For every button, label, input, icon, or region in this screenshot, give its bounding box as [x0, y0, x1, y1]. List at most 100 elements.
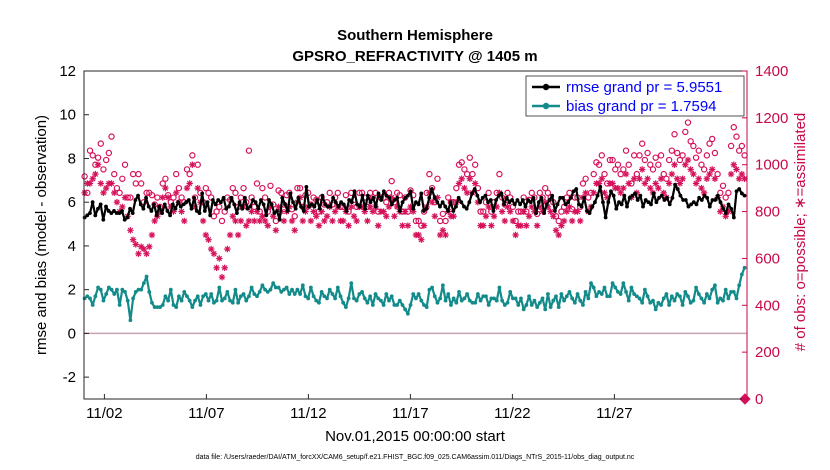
rmse-point	[232, 202, 237, 207]
bias-point	[642, 287, 647, 292]
obs-assimilated-marker	[288, 217, 296, 225]
rmse-point	[654, 200, 659, 205]
obs-assimilated-marker	[550, 213, 557, 220]
rmse-point	[269, 202, 274, 207]
bias-point	[152, 305, 157, 310]
rmse-point	[253, 200, 258, 205]
bias-point	[702, 300, 707, 305]
bias-point	[667, 303, 672, 307]
obs-possible-marker	[528, 189, 535, 197]
x-tick-label: 11/17	[392, 405, 428, 422]
obs-assimilated-marker	[555, 231, 562, 239]
obs-possible-marker	[477, 208, 484, 215]
rmse-point	[243, 195, 247, 200]
bias-point	[521, 307, 526, 312]
rmse-point	[496, 193, 501, 198]
rmse-point	[486, 200, 490, 205]
obs-possible-marker	[121, 161, 129, 168]
rmse-point	[595, 193, 600, 198]
bias-point	[699, 296, 704, 301]
rmse-point	[507, 200, 512, 205]
bias-point	[255, 294, 259, 299]
obs-possible-marker	[253, 180, 261, 187]
rmse-point	[200, 191, 205, 196]
rmse-point	[699, 198, 704, 202]
obs-possible-marker	[644, 149, 651, 157]
obs-possible-marker	[579, 180, 587, 187]
rmse-point	[202, 209, 207, 213]
obs-assimilated-marker	[684, 156, 692, 164]
obs-assimilated-marker	[313, 213, 320, 220]
obs-possible-marker	[485, 189, 492, 197]
obs-possible-marker	[544, 189, 552, 197]
obs-assimilated-marker	[463, 189, 471, 197]
bias-point	[101, 298, 106, 303]
bias-point	[136, 287, 141, 292]
obs-assimilated-marker	[682, 161, 689, 168]
obs-possible-marker	[189, 152, 196, 159]
bias-point	[249, 285, 254, 290]
bias-point	[174, 305, 179, 310]
bias-point	[694, 285, 698, 290]
rmse-point	[464, 206, 469, 211]
bias-point	[268, 287, 273, 292]
obs-assimilated-marker	[428, 199, 436, 206]
rmse-point	[301, 209, 306, 213]
obs-assimilated-marker	[431, 213, 438, 220]
bias-point	[163, 294, 168, 299]
bias-point	[478, 298, 483, 303]
rmse-point	[523, 204, 528, 209]
bias-point	[384, 292, 389, 296]
x-tick-label: 11/27	[596, 405, 632, 422]
bias-point	[613, 285, 618, 290]
obs-assimilated-marker	[183, 184, 191, 192]
rmse-point	[675, 187, 680, 191]
obs-possible-marker	[356, 189, 363, 197]
bias-point	[295, 287, 300, 292]
obs-possible-marker	[100, 166, 107, 173]
bias-point	[691, 298, 696, 303]
bias-point	[147, 289, 152, 294]
rmse-point	[235, 211, 239, 216]
obs-possible-marker	[240, 184, 247, 192]
bias-point	[225, 289, 230, 294]
bias-point	[365, 300, 370, 305]
rmse-point	[651, 191, 656, 196]
bias-point	[605, 294, 610, 299]
rmse-point	[512, 202, 517, 207]
obs-possible-marker	[711, 149, 719, 157]
y2-tick-label: 400	[755, 297, 780, 314]
rmse-point	[526, 198, 531, 202]
footer-data-file: data file: /Users/raeder/DAI/ATM_forcXX/…	[196, 454, 635, 461]
rmse-point	[643, 198, 648, 202]
legend-box	[525, 75, 745, 117]
bias-point	[710, 287, 715, 292]
obs-assimilated-marker	[690, 170, 697, 178]
rmse-point	[349, 200, 354, 205]
obs-possible-marker	[294, 184, 301, 192]
bias-point	[737, 283, 742, 288]
obs-assimilated-marker	[641, 180, 649, 187]
bias-point	[554, 294, 558, 299]
bias-point	[395, 303, 399, 307]
obs-possible-marker	[458, 159, 465, 166]
obs-assimilated-marker	[245, 217, 253, 225]
y2-tick-label: 600	[755, 250, 780, 267]
obs-possible-marker	[709, 135, 716, 143]
y2-axis-label: # of obs: o=possible; ∗=assimilated	[792, 113, 809, 352]
obs-possible-marker	[622, 147, 630, 154]
bias-point	[462, 296, 467, 301]
bias-point	[411, 292, 416, 296]
rmse-point	[106, 209, 111, 213]
rmse-point	[403, 195, 408, 200]
obs-assimilated-marker	[504, 203, 511, 211]
obs-possible-marker	[536, 189, 544, 197]
rmse-point	[376, 191, 381, 196]
rmse-point	[90, 200, 95, 205]
obs-assimilated-marker	[299, 217, 306, 225]
obs-assimilated-marker	[340, 217, 347, 225]
obs-possible-marker	[692, 154, 700, 161]
bias-point	[279, 289, 284, 294]
obs-assimilated-marker	[251, 217, 258, 225]
rmse-point	[480, 195, 485, 200]
